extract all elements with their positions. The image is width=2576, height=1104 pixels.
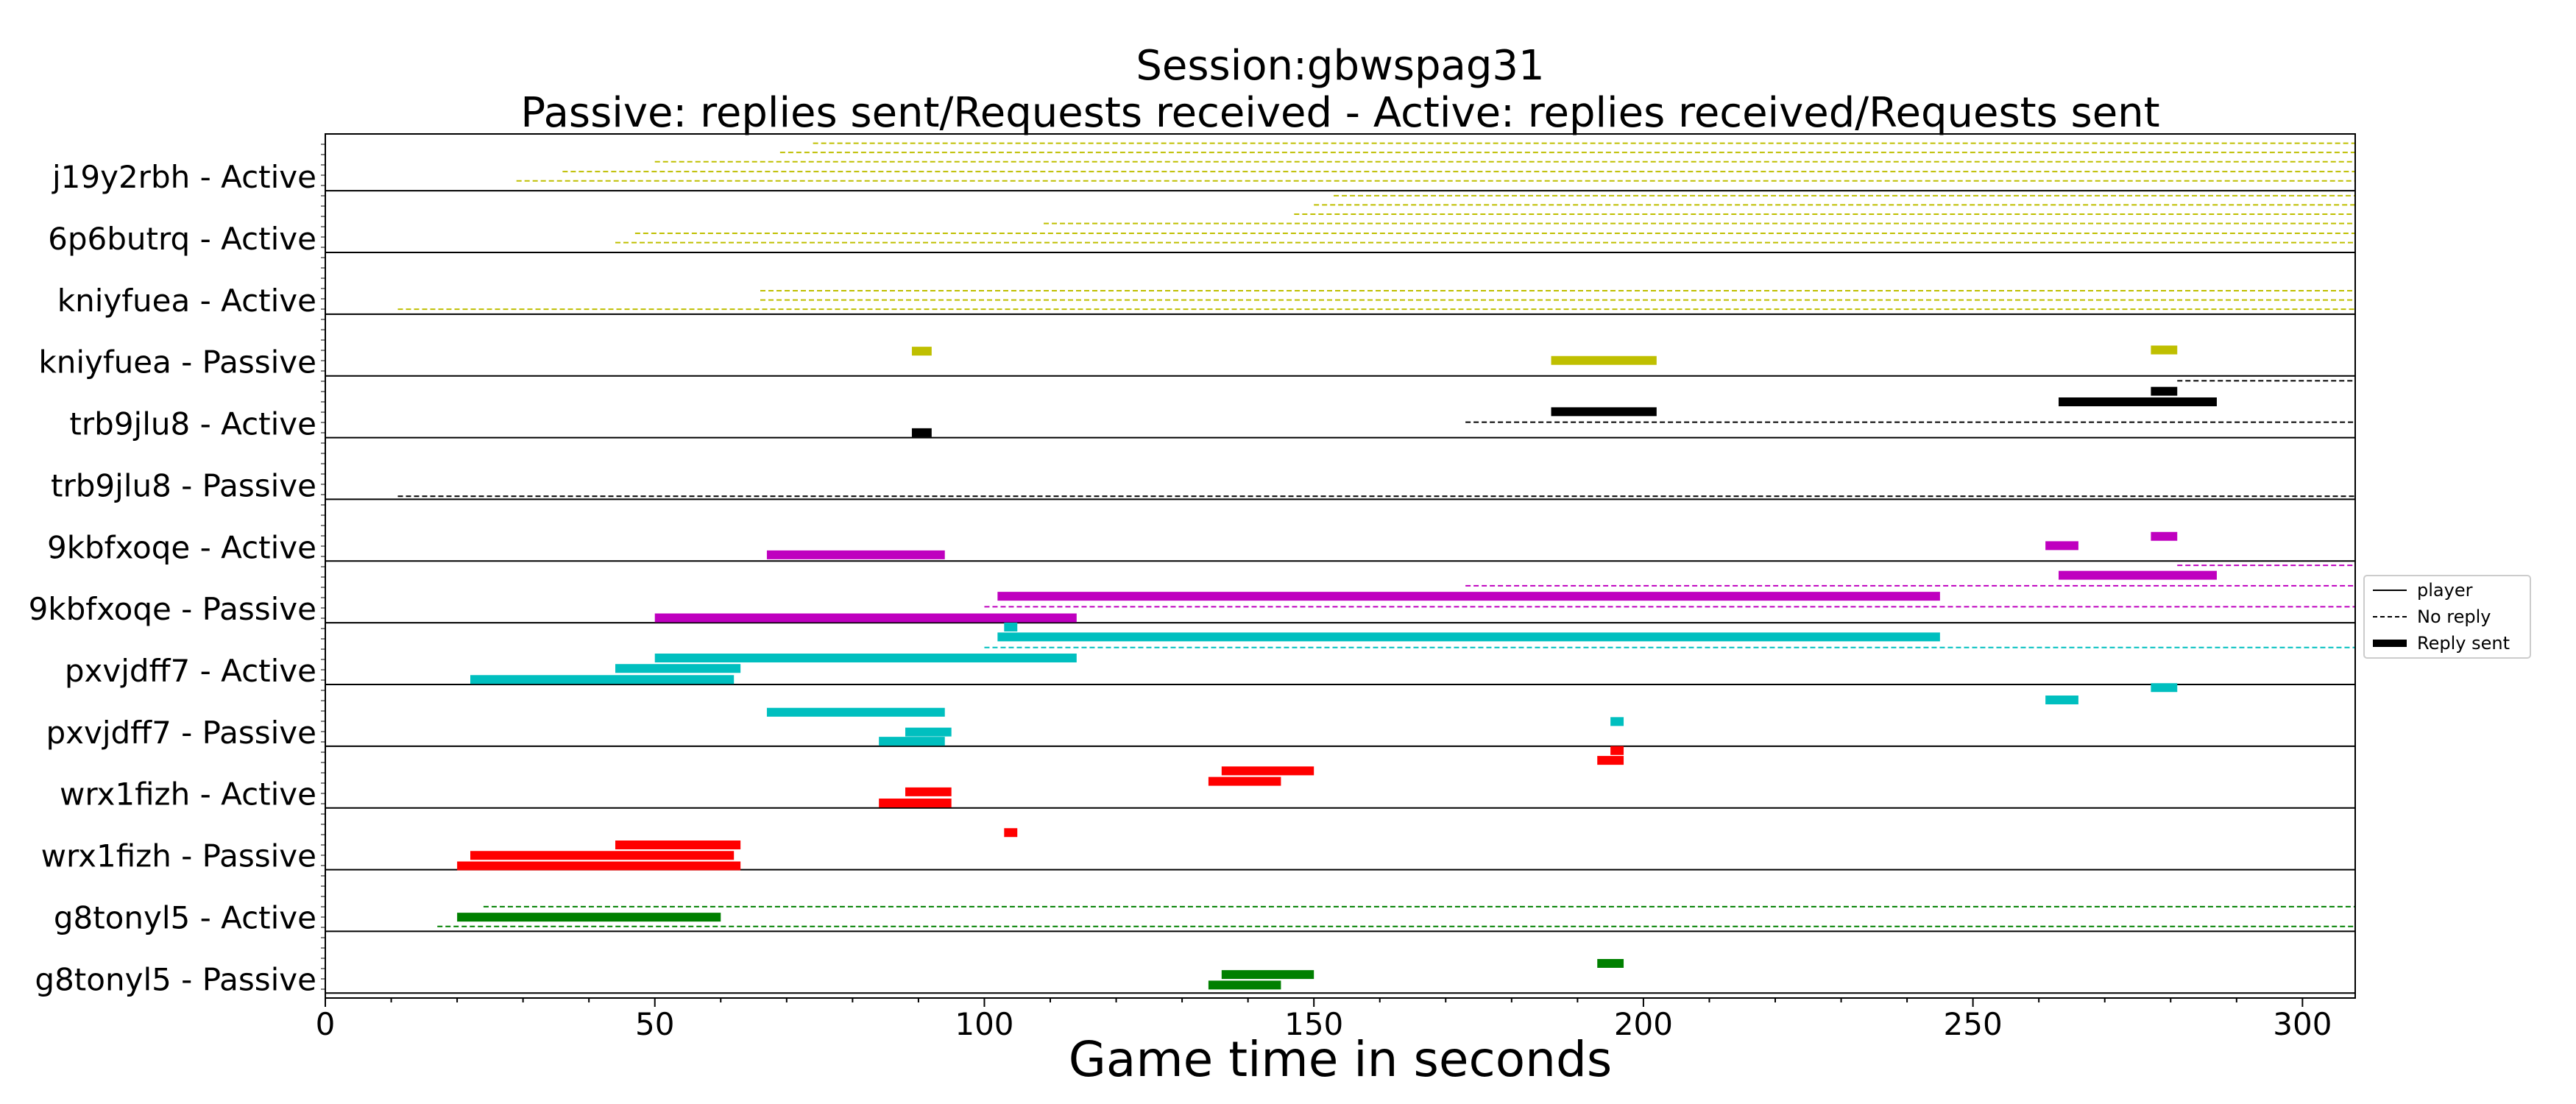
x-tick-label: 150 <box>1284 1006 1343 1042</box>
x-axis-label: Game time in seconds <box>1069 1031 1612 1088</box>
row-label: wrx1fizh - Passive <box>41 838 316 874</box>
x-tick-label: 300 <box>2273 1006 2332 1042</box>
row-label: g8tonyl5 - Active <box>54 899 316 935</box>
row-label: trb9jlu8 - Active <box>69 406 316 442</box>
row-label: g8tonyl5 - Passive <box>35 961 316 997</box>
chart-subtitle: Passive: replies sent/Requests received … <box>520 89 2159 137</box>
row-label: 9kbfxoqe - Active <box>47 529 316 565</box>
row-label: kniyfuea - Passive <box>38 344 316 381</box>
legend-label: player <box>2417 580 2473 601</box>
row-label: pxvjdff7 - Active <box>65 653 316 689</box>
chart-title: Session:gbwspag31 <box>1136 42 1544 90</box>
x-tick-label: 250 <box>1944 1006 2003 1042</box>
row-label: pxvjdff7 - Passive <box>46 715 316 751</box>
x-tick-label: 0 <box>316 1006 336 1042</box>
x-tick-label: 50 <box>635 1006 674 1042</box>
row-label: kniyfuea - Active <box>57 283 316 319</box>
legend-box <box>2363 575 2531 659</box>
row-label: wrx1fizh - Active <box>60 776 316 813</box>
row-labels: j19y2rbh - Active 6p6butrq - Active kniyfu… <box>29 159 316 997</box>
timeline-segments <box>397 133 2355 990</box>
row-label: 9kbfxoqe - Passive <box>29 591 316 627</box>
legend-label: Reply sent <box>2417 633 2510 654</box>
legend: player No reply Reply sent <box>2363 575 2531 659</box>
row-label: trb9jlu8 - Passive <box>51 467 316 503</box>
x-tick-label: 100 <box>955 1006 1013 1042</box>
legend-label: No reply <box>2417 606 2491 627</box>
row-label: j19y2rbh - Active <box>52 159 316 195</box>
plot-frame <box>325 133 2356 999</box>
row-label: 6p6butrq - Active <box>48 221 316 257</box>
x-axis-ticks: 0 50 100 150 200 250 300 <box>316 144 2332 1042</box>
x-tick-label: 200 <box>1614 1006 1673 1042</box>
